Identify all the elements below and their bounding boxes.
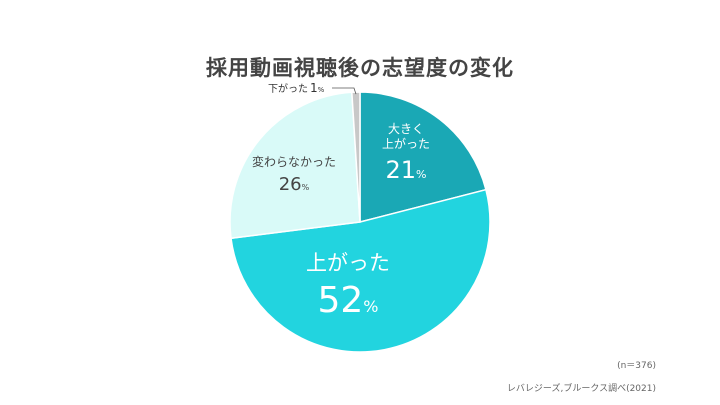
pie-slice-2 <box>229 91 361 240</box>
slice-label-up: 上がった 52% <box>306 251 390 321</box>
slice-value-text: 26% <box>279 174 310 195</box>
slice-name-text: 上がった <box>306 251 390 275</box>
slice-name-text: 変わらなかった <box>252 154 336 169</box>
slice-value-text: 1% <box>310 81 325 95</box>
sample-size-note: (n＝376) <box>617 361 656 371</box>
pie-slice-0 <box>359 91 487 223</box>
chart-title: 採用動画視聴後の志望度の変化 <box>206 56 514 80</box>
source-note: レバレジーズ,ブルークス調べ(2021) <box>506 384 656 394</box>
slice-name-text: 大きく <box>388 122 424 136</box>
slice-name-text: 上がった <box>382 136 430 151</box>
slice-value-text: 21% <box>386 156 427 184</box>
leader-line <box>332 87 357 95</box>
slice-value-text: 52% <box>317 280 378 321</box>
pie-slice-3 <box>351 91 361 223</box>
slice-label-unchanged: 変わらなかった 26% <box>252 154 336 195</box>
slice-label-down: 下がった 1% <box>268 81 357 95</box>
slice-name-text: 下がった <box>268 82 308 95</box>
